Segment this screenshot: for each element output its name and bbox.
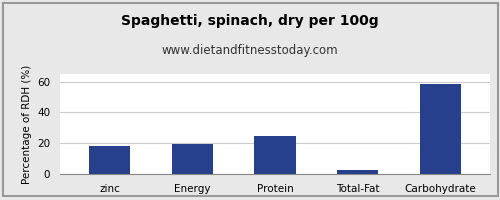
Text: www.dietandfitnesstoday.com: www.dietandfitnesstoday.com bbox=[162, 44, 338, 57]
Y-axis label: Percentage of RDH (%): Percentage of RDH (%) bbox=[22, 64, 32, 184]
Bar bbox=[420, 84, 461, 174]
Text: Spaghetti, spinach, dry per 100g: Spaghetti, spinach, dry per 100g bbox=[121, 14, 379, 28]
Bar bbox=[89, 146, 130, 174]
Bar bbox=[172, 144, 213, 174]
Bar bbox=[254, 136, 296, 174]
Bar bbox=[337, 170, 378, 174]
